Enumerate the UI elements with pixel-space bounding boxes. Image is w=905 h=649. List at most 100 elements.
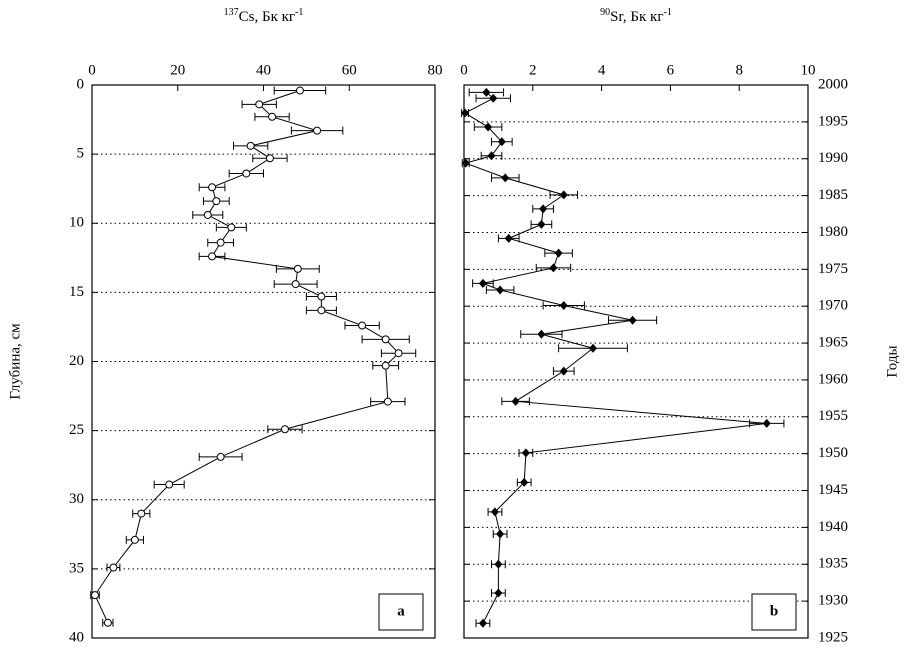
x-tick-label: 10 [801,62,816,78]
x-title-suffix: -1 [295,7,303,18]
data-point [317,306,326,315]
data-point [383,397,392,406]
data-point [559,190,568,200]
data-point [208,252,217,261]
y-tick-label: 1990 [818,150,848,166]
data-point [478,278,487,288]
y-tick-label: 15 [69,284,84,300]
x-axis-title: 137Cs, Бк кг-1 [224,7,304,25]
y-tick-label: 1945 [818,482,848,498]
data-point [137,509,146,518]
y-tick-label: 1960 [818,371,848,387]
data-point [461,158,470,168]
data-point [381,335,390,344]
x-tick-label: 20 [170,62,185,78]
y-tick-label: 1935 [818,556,848,572]
data-point [91,591,100,600]
data-point [317,292,326,301]
x-tick-label: 0 [88,62,96,78]
data-point [293,264,302,273]
data-point [537,219,546,229]
data-point [208,183,217,192]
data-point [489,93,498,103]
data-point [559,366,568,376]
data-point [216,238,225,247]
y-tick-label: 1950 [818,445,848,461]
data-point [490,507,499,517]
data-point [165,480,174,489]
data-point [109,563,118,572]
data-point [381,361,390,370]
x-tick-label: 8 [735,62,743,78]
data-point [511,396,520,406]
y-tick-label: 30 [69,491,84,507]
data-point [537,329,546,339]
y-tick-label: 1940 [818,519,848,535]
y-tick-label: 10 [69,215,84,231]
data-point [482,87,491,97]
data-line [464,91,767,624]
data-point [268,112,277,121]
x-title-prefix: 90 [600,7,610,18]
data-point [216,452,225,461]
data-point [227,223,236,232]
y-tick-label: 1980 [818,224,848,240]
y-axis-title: Годы [884,345,900,377]
data-point [497,137,506,147]
y-tick-label: 1965 [818,335,848,351]
panel-label-box [751,593,797,631]
y-tick-label: 2000 [818,76,848,92]
data-point [461,108,470,118]
panel-label-box [378,593,424,631]
x-title-suffix: -1 [663,7,671,18]
data-point [554,248,563,258]
x-tick-label: 40 [256,62,271,78]
data-point [265,154,274,163]
y-axis-title: Глубина, см [7,323,23,400]
y-tick-label: 1930 [818,593,848,609]
data-point [313,126,322,135]
data-point [521,448,530,458]
data-point [494,588,503,598]
panel-label: b [770,603,778,619]
y-tick-label: 40 [69,629,84,645]
x-title-main: Sr, Бк кг [610,9,663,25]
y-tick-label: 20 [69,353,84,369]
x-title-prefix: 137 [224,7,239,18]
data-point [628,315,637,325]
data-point [504,233,513,243]
data-point [130,535,139,544]
data-point [255,100,264,109]
data-point [295,86,304,95]
data-point [212,197,221,206]
y-tick-label: 5 [77,146,85,162]
x-axis-title: 90Sr, Бк кг-1 [600,7,672,25]
data-point [501,173,510,183]
x-tick-label: 0 [460,62,468,78]
data-point [484,122,493,132]
y-tick-label: 35 [69,560,84,576]
data-point [203,210,212,219]
y-tick-label: 1955 [818,408,848,424]
data-point [494,559,503,569]
plot-frame [463,84,809,639]
data-point [589,343,597,353]
data-point [487,151,496,161]
data-point [549,263,558,273]
y-tick-label: 1970 [818,298,848,314]
x-tick-label: 4 [598,62,606,78]
y-tick-label: 1925 [818,629,848,645]
x-tick-label: 2 [529,62,537,78]
data-point [291,280,300,289]
panel-label: a [397,603,405,619]
data-point [539,204,548,214]
data-point [559,300,568,310]
x-title-main: Cs, Бк кг [239,9,295,25]
data-point [280,425,289,434]
data-point [478,618,487,628]
data-point [762,418,771,428]
y-tick-label: 1985 [818,187,848,203]
data-point [496,285,505,295]
y-tick-label: 25 [69,422,84,438]
